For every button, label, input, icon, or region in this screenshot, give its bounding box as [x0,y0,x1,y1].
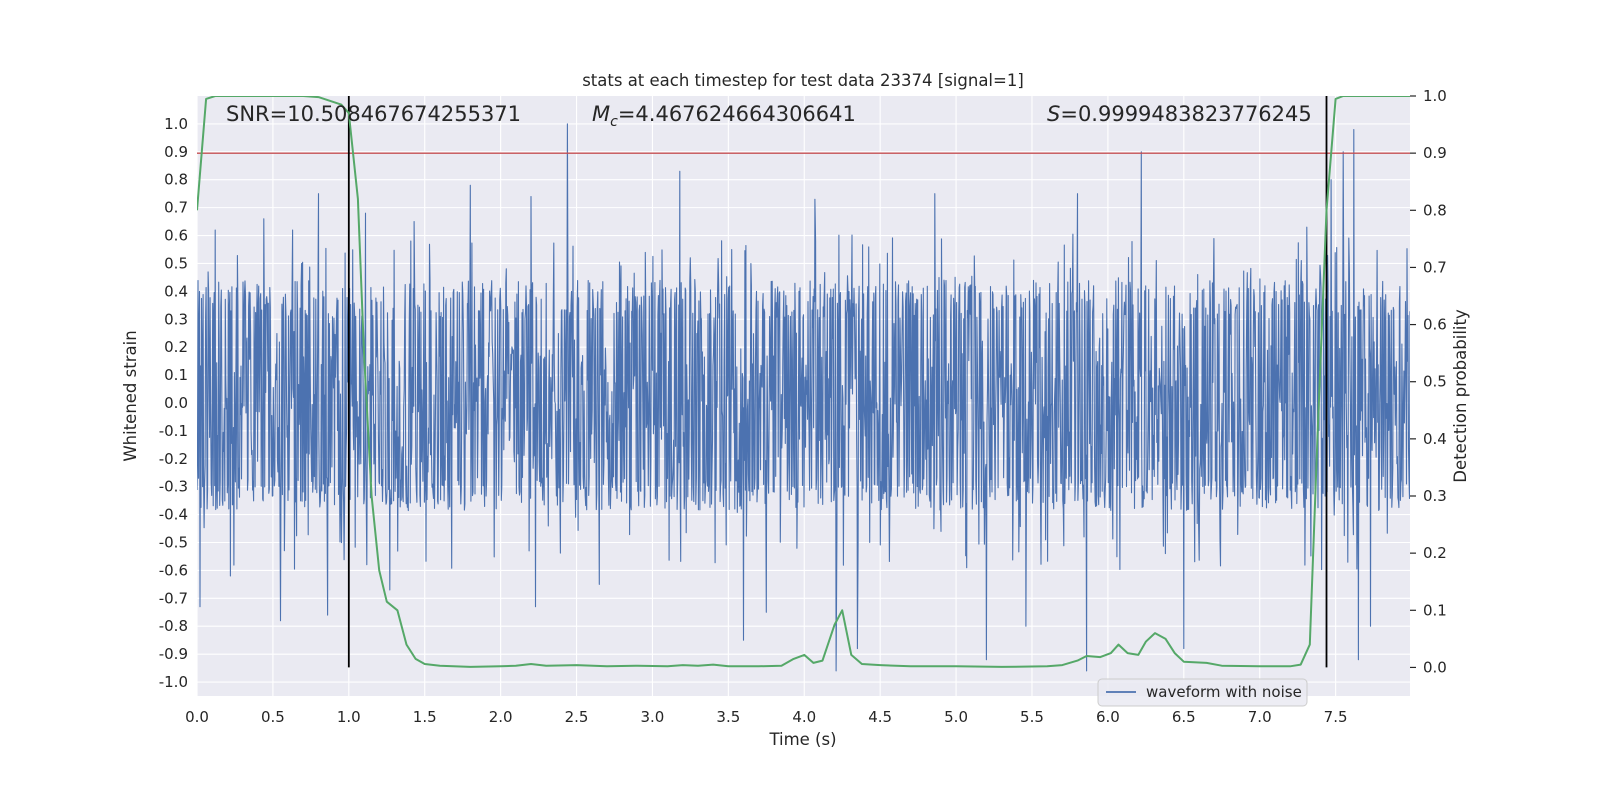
y-left-tick-label: -0.4 [159,506,188,524]
y-axis-right-label: Detection probability [1451,309,1470,483]
x-ticks: 0.0 0.5 1.0 1.5 2.0 2.5 3.0 3.5 4.0 4.5 5.0 5.5 6.0 6… [185,708,1347,726]
x-tick-label: 2.0 [489,708,513,726]
y-left-tick-label: 0.3 [164,310,188,328]
y-left-tick-label: 0.4 [164,282,188,300]
x-tick-label: 4.0 [792,708,816,726]
overlay-lines [197,96,1410,668]
y-left-tick-label: -0.8 [159,617,188,635]
legend-box [1097,678,1308,707]
y-left-tick-label: -0.3 [159,478,188,496]
y-axis-left-label: Whitened strain [121,330,140,461]
x-tick-label: 1.5 [413,708,437,726]
y-right-tick-label: 0.0 [1423,658,1447,676]
y-left-tick-label: -1.0 [159,673,188,691]
y-left-tick-label: 0.0 [164,394,188,412]
legend-label: waveform with noise [1146,683,1302,701]
mc-subscript: c [610,114,618,130]
x-tick-label: 6.0 [1096,708,1120,726]
y-left-ticks: 1.0 0.9 0.8 0.7 0.6 0.5 0.4 0.3 0.2 0.1 0.0 -0.1 -0.… [159,115,188,691]
y-right-tick-label: 0.5 [1423,373,1447,391]
y-left-tick-label: 0.5 [164,254,188,272]
y-left-tick-label: 0.8 [164,171,188,189]
x-axis-label: Time (s) [768,730,836,749]
y-right-tick-label: 0.4 [1423,430,1447,448]
y-right-tick-label: 0.2 [1423,544,1447,562]
y-left-tick-label: 0.9 [164,143,188,161]
y-left-tick-label: -0.6 [159,561,188,579]
x-tick-label: 5.0 [944,708,968,726]
x-tick-label: 0.5 [261,708,285,726]
y-right-tick-label: 0.1 [1423,601,1447,619]
snr-annotation: SNR=10.508467674255371 [226,102,521,126]
x-tick-label: 5.5 [1020,708,1044,726]
y-left-tick-label: -0.7 [159,589,188,607]
x-tick-label: 2.5 [565,708,589,726]
x-tick-label: 4.5 [868,708,892,726]
y-right-tick-label: 0.3 [1423,487,1447,505]
y-right-tick-label: 0.8 [1423,201,1447,219]
y-right-tick-label: 0.9 [1423,144,1447,162]
waveform-line [197,123,1410,672]
y-right-tick-label: 1.0 [1423,87,1447,105]
chirp-mass-annotation: Mc=4.467624664306641 [592,102,856,130]
y-left-tick-label: -0.9 [159,645,188,663]
probability-line [197,96,1410,668]
x-tick-label: 3.5 [716,708,740,726]
x-tick-label: 0.0 [185,708,209,726]
legend: waveform with noise [1097,678,1308,707]
x-tick-label: 3.0 [641,708,665,726]
y-right-ticks: 1.0 0.9 0.8 0.7 0.6 0.5 0.4 0.3 0.2 0.1 0.0 [1410,87,1447,676]
y-left-tick-label: 1.0 [164,115,188,133]
y-left-tick-label: 0.6 [164,227,188,245]
y-left-tick-label: 0.2 [164,338,188,356]
x-tick-label: 7.5 [1324,708,1348,726]
y-left-tick-label: -0.2 [159,450,188,468]
waveform-series [197,123,1410,672]
y-left-tick-label: 0.7 [164,199,188,217]
chart-title: stats at each timestep for test data 233… [582,71,1024,90]
y-left-tick-label: 0.1 [164,366,188,384]
s-value: =0.9999483823776245 [1060,102,1311,126]
y-right-tick-label: 0.6 [1423,316,1447,334]
mc-symbol: M [592,102,610,126]
mc-value: =4.467624664306641 [618,102,856,126]
x-tick-label: 6.5 [1172,708,1196,726]
s-symbol: S [1047,102,1060,126]
x-tick-label: 7.0 [1248,708,1272,726]
x-tick-label: 1.0 [337,708,361,726]
y-right-tick-label: 0.7 [1423,258,1447,276]
y-left-tick-label: -0.5 [159,534,188,552]
s-annotation: S=0.9999483823776245 [1047,102,1312,126]
y-left-tick-label: -0.1 [159,422,188,440]
